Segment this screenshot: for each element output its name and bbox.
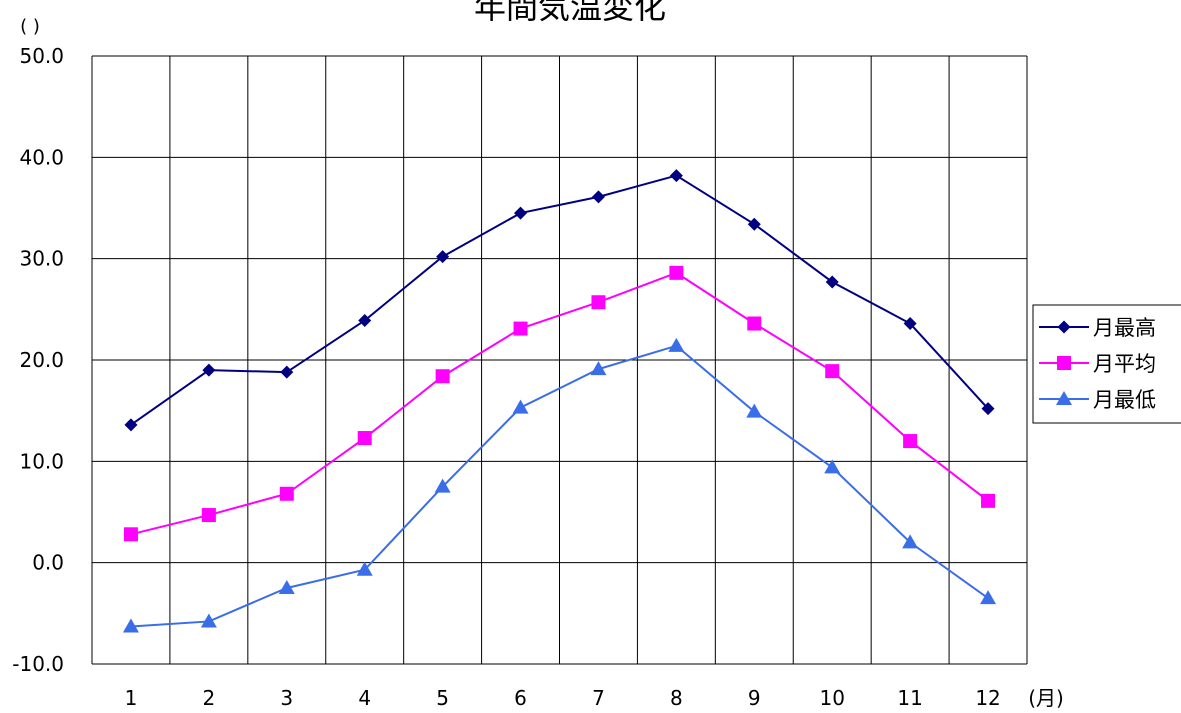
legend-marker — [1057, 320, 1071, 334]
data-point — [435, 369, 450, 384]
legend-label: 月最高 — [1093, 316, 1156, 340]
x-tick-label: 1 — [125, 686, 138, 710]
data-point — [122, 618, 139, 633]
y-tick-label: 0.0 — [32, 551, 64, 575]
grid — [91, 55, 1028, 665]
y-axis-label: ( ) — [20, 16, 40, 37]
data-point — [591, 190, 605, 204]
data-point — [513, 321, 528, 336]
data-point — [902, 534, 919, 549]
x-tick-label: 9 — [748, 686, 761, 710]
x-tick-label: 11 — [897, 686, 922, 710]
series-group — [122, 169, 997, 633]
data-point — [434, 478, 451, 493]
series-line — [130, 344, 989, 628]
x-tick-label: 12 — [975, 686, 1000, 710]
series-line — [130, 271, 989, 536]
data-point — [590, 361, 607, 376]
data-point — [356, 561, 373, 576]
y-tick-label: 10.0 — [19, 449, 64, 473]
x-tick-label: 4 — [358, 686, 371, 710]
data-point — [980, 590, 997, 605]
data-point — [436, 250, 450, 264]
data-point — [512, 399, 529, 414]
y-tick-label: 40.0 — [19, 145, 64, 169]
series-2 — [123, 265, 996, 542]
x-tick-label: 6 — [514, 686, 527, 710]
data-point — [747, 217, 761, 231]
chart-title: 年間気温変化 — [474, 0, 666, 26]
data-point — [200, 613, 217, 628]
data-point — [201, 508, 216, 523]
data-point — [202, 363, 216, 377]
x-tick-label: 7 — [592, 686, 605, 710]
data-point — [981, 493, 996, 508]
data-point — [825, 275, 839, 289]
series-1 — [124, 169, 995, 432]
data-point — [279, 486, 294, 501]
data-point — [746, 403, 763, 418]
x-tick-label: 3 — [280, 686, 293, 710]
data-point — [591, 295, 606, 310]
x-tick-labels: 1 2 3 4 5 6 7 8 9 10 11 12 — [125, 686, 1001, 710]
y-tick-labels: -10.0 0.0 10.0 20.0 30.0 40.0 50.0 — [12, 44, 64, 676]
x-tick-label: 5 — [436, 686, 449, 710]
series-3 — [122, 337, 997, 633]
data-point — [123, 527, 138, 542]
legend-marker — [1056, 391, 1072, 405]
data-point — [668, 337, 685, 352]
y-tick-label: 50.0 — [19, 44, 64, 68]
y-tick-label: 20.0 — [19, 348, 64, 372]
legend-item: 月最低 — [1039, 388, 1156, 412]
x-tick-label: 8 — [670, 686, 683, 710]
legend-item: 月平均 — [1039, 352, 1156, 376]
data-point — [278, 580, 295, 594]
data-point — [903, 434, 918, 449]
y-tick-label: -10.0 — [12, 652, 64, 676]
data-point — [358, 313, 372, 327]
data-point — [669, 265, 684, 280]
data-point — [981, 402, 995, 416]
data-point — [357, 431, 372, 446]
legend-item: 月最高 — [1039, 316, 1156, 340]
data-point — [825, 364, 840, 379]
series-line — [130, 174, 989, 426]
y-tick-label: 30.0 — [19, 247, 64, 271]
legend-label: 月平均 — [1093, 352, 1156, 376]
data-point — [903, 317, 917, 331]
data-point — [669, 169, 683, 183]
data-point — [124, 418, 138, 432]
data-point — [514, 206, 528, 220]
data-point — [824, 459, 841, 474]
data-point — [280, 365, 294, 379]
legend-marker — [1057, 356, 1071, 370]
x-tick-label: 10 — [819, 686, 844, 710]
data-point — [747, 316, 762, 331]
legend-label: 月最低 — [1093, 388, 1156, 412]
x-axis-label: (月) — [1028, 686, 1064, 710]
x-tick-label: 2 — [203, 686, 216, 710]
